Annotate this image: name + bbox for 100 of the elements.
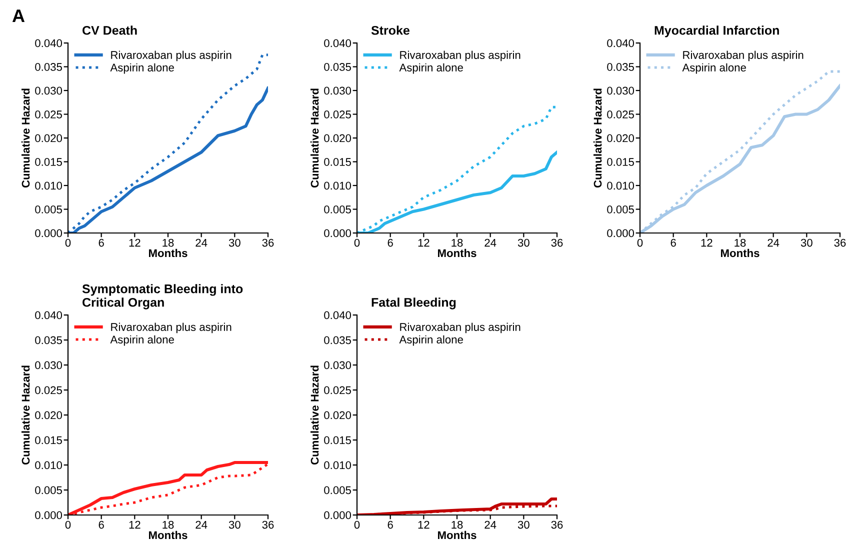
y-tick-label: 0.010	[324, 182, 352, 190]
y-tick-label: 0.000	[35, 511, 62, 520]
chart-title: Symptomatic Bleeding into Critical Organ	[82, 284, 243, 310]
x-tick-label: 36	[834, 238, 846, 247]
y-tick-label: 0.005	[607, 206, 634, 214]
y-tick-label: 0.005	[324, 486, 351, 494]
y-tick-label: 0.020	[324, 134, 352, 142]
y-tick-label: 0.030	[324, 361, 352, 370]
x-tick-label: 0	[65, 520, 71, 529]
y-tick-label: 0.040	[35, 311, 62, 320]
y-tick-label: 0.000	[607, 229, 634, 238]
x-tick-label: 18	[734, 238, 746, 247]
legend-label: Aspirin alone	[110, 63, 174, 74]
x-tick-label: 18	[162, 238, 174, 247]
x-tick-label: 36	[551, 520, 563, 529]
y-tick-label: 0.015	[324, 158, 351, 166]
y-tick-label: 0.010	[607, 182, 634, 190]
legend-label: Rivaroxaban plus aspirin	[400, 322, 520, 334]
y-tick-label: 0.000	[324, 511, 352, 520]
y-tick-label: 0.015	[35, 158, 62, 166]
y-tick-label: 0.030	[35, 86, 62, 95]
x-tick-label: 12	[129, 238, 140, 247]
y-tick-label: 0.010	[324, 461, 352, 470]
y-tick-label: 0.025	[324, 110, 351, 118]
chart-title: Fatal Bleeding	[372, 298, 456, 310]
y-tick-label: 0.030	[607, 86, 634, 95]
y-tick-label: 0.025	[35, 110, 62, 118]
x-tick-label: 18	[452, 238, 463, 247]
y-tick-label: 0.030	[35, 361, 62, 370]
y-tick-label: 0.015	[324, 436, 351, 444]
legend-label: Aspirin alone	[682, 63, 746, 74]
x-axis-title: Months	[438, 530, 476, 540]
x-tick-label: 12	[129, 520, 140, 529]
x-tick-label: 24	[768, 238, 780, 247]
x-tick-label: 30	[228, 238, 240, 247]
x-tick-label: 0	[637, 238, 643, 247]
x-tick-label: 0	[65, 238, 71, 247]
x-tick-label: 18	[162, 520, 174, 529]
x-tick-label: 24	[196, 520, 208, 529]
y-axis-title: Cumulative Hazard	[594, 88, 602, 188]
chart-title: CV Death	[82, 26, 137, 35]
legend-label: Rivaroxaban plus aspirin	[111, 322, 232, 334]
y-tick-label: 0.020	[607, 134, 634, 142]
x-tick-label: 36	[262, 520, 274, 529]
x-tick-label: 36	[262, 238, 274, 247]
y-tick-label: 0.010	[35, 461, 62, 470]
x-tick-label: 36	[551, 238, 563, 247]
legend-label: Rivaroxaban plus aspirin	[400, 50, 520, 62]
x-axis-title: Months	[148, 248, 188, 258]
y-tick-label: 0.035	[35, 63, 62, 71]
x-tick-label: 24	[196, 238, 208, 247]
legend-label: Aspirin alone	[399, 335, 463, 346]
chart-title: Stroke	[371, 26, 410, 35]
x-tick-label: 0	[354, 520, 360, 529]
x-tick-label: 12	[418, 520, 430, 529]
x-tick-label: 0	[354, 238, 360, 247]
x-tick-label: 18	[452, 520, 463, 529]
y-tick-label: 0.020	[35, 411, 62, 420]
y-axis-title: Cumulative Hazard	[310, 366, 319, 465]
y-tick-label: 0.035	[324, 336, 351, 344]
y-tick-label: 0.025	[607, 110, 634, 118]
y-tick-label: 0.005	[324, 206, 351, 214]
x-tick-label: 30	[518, 520, 530, 529]
y-tick-label: 0.025	[324, 386, 351, 394]
y-tick-label: 0.040	[607, 39, 634, 48]
legend-label: Aspirin alone	[110, 335, 174, 346]
text: A	[12, 10, 25, 22]
chart-title: Myocardial Infarction	[654, 26, 779, 38]
x-tick-label: 6	[388, 520, 393, 529]
x-tick-label: 30	[800, 238, 812, 247]
y-tick-label: 0.035	[324, 63, 351, 71]
y-tick-label: 0.040	[35, 39, 62, 48]
y-tick-label: 0.040	[324, 311, 352, 320]
x-tick-label: 12	[418, 238, 430, 247]
y-axis-title: Cumulative Hazard	[22, 366, 30, 465]
y-tick-label: 0.040	[324, 39, 352, 48]
x-tick-label: 24	[484, 520, 496, 529]
x-tick-label: 24	[484, 238, 496, 247]
x-axis-title: Months	[438, 248, 476, 258]
legend-label: Rivaroxaban plus aspirin	[111, 50, 232, 62]
x-axis-title: Months	[720, 248, 760, 258]
y-tick-label: 0.030	[324, 86, 352, 95]
y-tick-label: 0.005	[35, 206, 62, 214]
y-tick-label: 0.015	[607, 158, 634, 166]
x-tick-label: 6	[98, 520, 104, 529]
x-tick-label: 30	[228, 520, 240, 529]
x-tick-label: 6	[388, 238, 393, 247]
y-tick-label: 0.005	[35, 486, 62, 494]
x-tick-label: 12	[701, 238, 712, 247]
x-tick-label: 6	[670, 238, 676, 247]
y-axis-title: Cumulative Hazard	[22, 88, 30, 188]
y-axis-title: Cumulative Hazard	[310, 88, 319, 188]
y-tick-label: 0.025	[35, 386, 62, 394]
y-tick-label: 0.015	[35, 436, 62, 444]
y-tick-label: 0.035	[35, 336, 62, 344]
legend-label: Rivaroxaban plus aspirin	[683, 50, 804, 62]
x-tick-label: 30	[518, 238, 530, 247]
legend-label: Aspirin alone	[399, 63, 463, 74]
x-tick-label: 6	[98, 238, 104, 247]
x-axis-title: Months	[148, 530, 188, 540]
